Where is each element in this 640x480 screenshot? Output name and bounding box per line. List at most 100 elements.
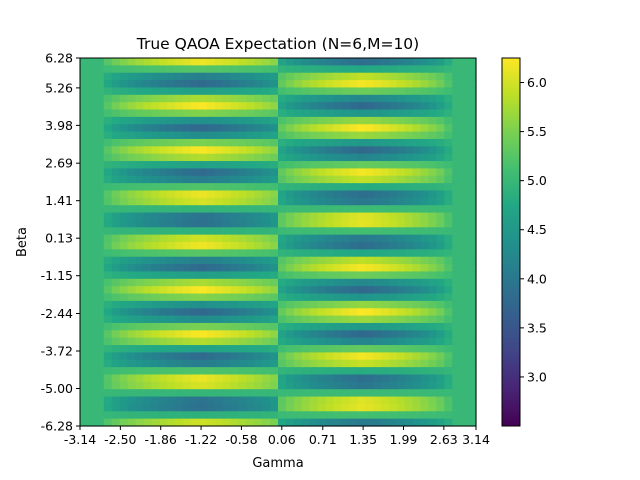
heatmap-cell: [151, 403, 160, 412]
heatmap-cell: [119, 308, 129, 317]
heatmap-cell: [396, 352, 406, 361]
heatmap-cell: [388, 72, 398, 81]
heatmap-cell: [103, 227, 113, 236]
heatmap-cell: [420, 242, 430, 250]
heatmap-cell: [301, 219, 311, 228]
heatmap-cell: [95, 227, 105, 236]
heatmap-cell: [333, 330, 342, 339]
heatmap-cell: [365, 359, 374, 368]
heatmap-cell: [198, 116, 208, 125]
heatmap-cell: [127, 183, 137, 192]
heatmap-cell: [349, 418, 358, 427]
heatmap-cell: [159, 345, 168, 353]
heatmap-cell: [285, 124, 295, 133]
heatmap-cell: [246, 278, 255, 287]
heatmap-cell: [301, 389, 311, 398]
heatmap-cell: [309, 87, 319, 96]
heatmap-cell: [325, 322, 335, 331]
heatmap-cell: [309, 116, 319, 125]
heatmap-cell: [396, 315, 406, 324]
heatmap-cell: [333, 227, 342, 236]
heatmap-cell: [293, 381, 303, 390]
heatmap-cell: [301, 116, 311, 125]
heatmap-cell: [373, 256, 382, 265]
heatmap-cell: [452, 374, 461, 383]
heatmap-cell: [119, 411, 129, 420]
heatmap-cell: [420, 116, 430, 125]
heatmap-cell: [357, 138, 366, 147]
heatmap-cell: [135, 205, 144, 214]
heatmap-cell: [103, 138, 113, 147]
heatmap-cell: [428, 168, 437, 177]
heatmap-cell: [80, 374, 89, 383]
heatmap-cell: [420, 256, 430, 265]
heatmap-cell: [325, 264, 335, 273]
heatmap-cell: [365, 102, 374, 111]
heatmap-cell: [159, 138, 168, 147]
heatmap-cell: [246, 264, 255, 273]
heatmap-cell: [396, 153, 406, 162]
heatmap-cell: [230, 124, 239, 133]
heatmap-cell: [111, 396, 121, 405]
heatmap-cell: [380, 359, 390, 368]
heatmap-cell: [151, 352, 160, 361]
heatmap-cell: [341, 58, 350, 66]
heatmap-cell: [262, 65, 271, 74]
heatmap-cell: [143, 337, 152, 346]
heatmap-cell: [373, 146, 382, 155]
heatmap-cell: [222, 227, 232, 236]
heatmap-cell: [119, 403, 129, 412]
heatmap-cell: [468, 381, 477, 390]
heatmap-cell: [404, 109, 414, 118]
heatmap-cell: [143, 80, 152, 89]
heatmap-cell: [262, 286, 271, 295]
heatmap-cell: [365, 242, 374, 250]
heatmap-cell: [190, 278, 200, 287]
heatmap-cell: [301, 94, 311, 103]
heatmap-cell: [230, 219, 239, 228]
heatmap-cell: [87, 271, 97, 280]
heatmap-cell: [80, 278, 89, 287]
heatmap-cell: [182, 153, 192, 162]
heatmap-cell: [436, 183, 445, 192]
heatmap-cell: [388, 242, 398, 250]
heatmap-cell: [246, 308, 255, 317]
heatmap-cell: [238, 389, 247, 398]
heatmap-cell: [365, 227, 374, 236]
heatmap-cell: [373, 94, 382, 103]
heatmap-cell: [412, 219, 422, 228]
y-tick-label: 2.69: [45, 156, 73, 171]
heatmap-cell: [246, 87, 255, 96]
heatmap-cell: [444, 80, 453, 89]
heatmap-cell: [214, 190, 224, 199]
heatmap-cell: [460, 227, 469, 236]
heatmap-cell: [436, 411, 445, 420]
heatmap-cell: [357, 242, 366, 250]
heatmap-cell: [349, 183, 358, 192]
heatmap-cell: [341, 219, 350, 228]
heatmap-cell: [182, 190, 192, 199]
heatmap-cell: [111, 116, 121, 125]
heatmap-cell: [396, 87, 406, 96]
heatmap-cell: [278, 94, 287, 103]
heatmap-cell: [222, 308, 232, 317]
heatmap-cell: [420, 293, 430, 302]
heatmap-cell: [159, 161, 168, 169]
heatmap-cell: [143, 65, 152, 74]
heatmap-cell: [111, 161, 121, 169]
heatmap-cell: [119, 396, 129, 405]
heatmap-cell: [103, 374, 113, 383]
heatmap-cell: [80, 234, 89, 243]
heatmap-cell: [111, 403, 121, 412]
heatmap-cell: [428, 271, 437, 280]
heatmap-cell: [238, 396, 247, 405]
heatmap-cell: [254, 58, 263, 66]
heatmap-cell: [420, 271, 430, 280]
heatmap-cell: [349, 109, 358, 118]
heatmap-cell: [198, 205, 208, 214]
heatmap-cell: [143, 396, 152, 405]
heatmap-cell: [222, 330, 232, 339]
heatmap-cell: [357, 286, 366, 295]
heatmap-cell: [436, 286, 445, 295]
heatmap-cell: [143, 146, 152, 155]
